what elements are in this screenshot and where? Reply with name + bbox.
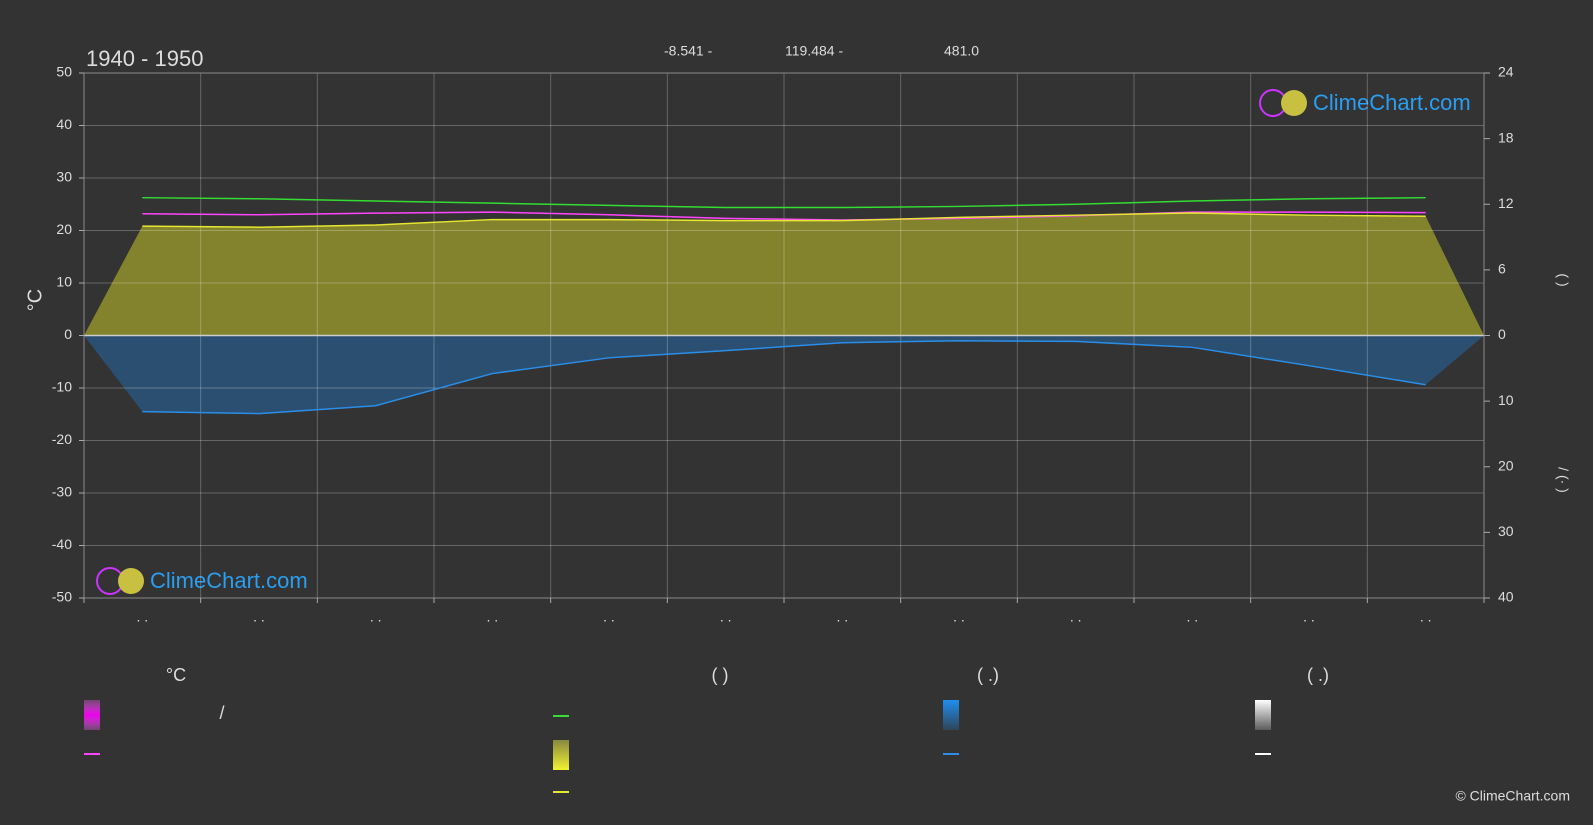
legend-swatch — [553, 740, 569, 770]
y-tick-label: -50 — [52, 589, 72, 605]
series-line — [142, 196, 1426, 209]
x-tick-label: . . — [1070, 609, 1082, 625]
latitude: -8.541 - — [664, 43, 713, 59]
series-line — [142, 211, 1426, 221]
y-tick-label: 20 — [56, 221, 72, 237]
x-tick-label: . . — [1420, 609, 1432, 625]
area — [84, 335, 1484, 414]
y2-tick-label: 24 — [1498, 64, 1514, 80]
series-line — [142, 339, 1426, 415]
y-tick-label: -40 — [52, 536, 72, 552]
longitude: 119.484 - — [785, 43, 843, 59]
y3-tick-label: 10 — [1498, 392, 1514, 408]
x-tick-label: . . — [953, 609, 965, 625]
y-axis-label: °C — [24, 289, 46, 311]
logo-sun — [118, 568, 144, 594]
copyright: © ClimeChart.com — [1455, 788, 1570, 804]
x-tick-label: . . — [253, 609, 265, 625]
y-tick-label: -20 — [52, 431, 72, 447]
plot-area — [83, 72, 1485, 599]
x-tick-label: . . — [1186, 609, 1198, 625]
legend-swatch — [1255, 700, 1271, 730]
area — [84, 213, 1484, 336]
y-tick-label: 40 — [56, 116, 72, 132]
y3-tick-label: 30 — [1498, 523, 1514, 539]
y-tick-label: -10 — [52, 379, 72, 395]
logo-sun — [1281, 90, 1307, 116]
x-tick-label: . . — [136, 609, 148, 625]
y2-tick-label: 0 — [1498, 326, 1506, 342]
y2-axis-label: ( ) — [1555, 273, 1571, 286]
y-tick-label: 0 — [64, 326, 72, 342]
watermark: ClimeChart.com — [150, 568, 308, 593]
y-tick-label: 50 — [56, 64, 72, 80]
x-tick-label: . . — [370, 609, 382, 625]
x-tick-label: . . — [720, 609, 732, 625]
y-tick-label: -30 — [52, 484, 72, 500]
x-tick-label: . . — [603, 609, 615, 625]
x-tick-label: . . — [836, 609, 848, 625]
legend-header: ( .) — [977, 665, 999, 685]
x-tick-label: . . — [1303, 609, 1315, 625]
legend-header: ( .) — [1307, 665, 1329, 685]
y2-tick-label: 18 — [1498, 129, 1514, 145]
legend-text: / — [219, 703, 224, 723]
elevation: 481.0 — [944, 43, 979, 59]
y2-tick-label: 6 — [1498, 261, 1506, 277]
legend-header: °C — [166, 665, 186, 685]
series-line — [142, 212, 1426, 228]
y3-axis-label: / (· ) — [1555, 467, 1571, 493]
y3-tick-label: 20 — [1498, 457, 1514, 473]
y-tick-label: 10 — [56, 274, 72, 290]
y2-tick-label: 12 — [1498, 195, 1514, 211]
y-tick-label: 30 — [56, 169, 72, 185]
logo-bottom: ClimeChart.com — [96, 567, 308, 595]
chart-title: 1940 - 1950 — [86, 46, 203, 71]
legend-swatch — [943, 700, 959, 730]
legend-swatch — [84, 700, 100, 730]
y3-tick-label: 40 — [1498, 589, 1514, 605]
logo-top: ClimeChart.com — [1259, 89, 1471, 117]
legend-header: ( ) — [712, 665, 729, 685]
watermark: ClimeChart.com — [1313, 90, 1471, 115]
x-tick-label: . . — [486, 609, 498, 625]
